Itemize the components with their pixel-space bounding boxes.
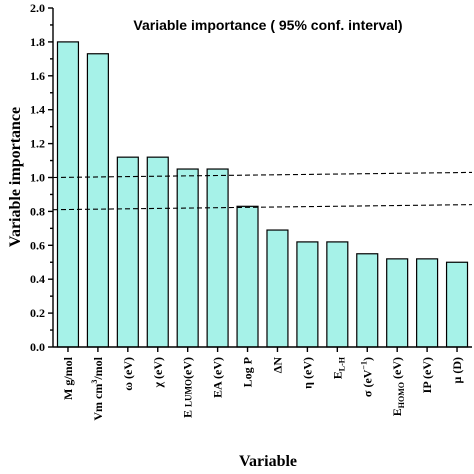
x-tick-label-13: IP (eV) [420,357,434,393]
x-tick-label-part: ΔN [270,357,284,374]
bar-11 [356,253,379,348]
x-tick-label-part: LUMO [184,379,194,407]
x-tick-label-11: σ (eV−1) [359,357,374,397]
x-tick-label-part: /mol [91,356,105,380]
bar-12 [386,258,409,348]
x-tick-label-part: −1 [359,361,368,370]
x-tick-label-part: (eV) [390,357,404,382]
x-tick-label-part: ) [360,357,374,361]
x-tick-label-5: E LUMO(eV) [181,357,195,418]
bar-9 [296,241,319,348]
x-tick-label-12: EHOMO (eV) [390,357,406,416]
x-tick-label-6: EA (eV) [211,357,225,398]
x-tick-label-part: E [390,408,404,416]
reference-line-2 [52,204,473,211]
bar-14 [445,261,469,348]
x-tick-label-part: E [330,371,344,379]
x-tick-label-part: 3 [90,380,99,384]
y-tick-label: 1.0 [30,171,45,185]
reference-line-1 [52,171,473,179]
x-tick-label-4: χ (eV) [151,357,165,389]
x-axis-title: Variable [239,453,297,470]
bars-layer [56,41,469,348]
x-tick-label-9: η (eV) [300,357,314,389]
x-tick-label-part: σ (eV [360,369,374,397]
x-tick-label-part: η (eV) [300,357,314,389]
bar-2 [86,53,109,348]
x-tick-label-part: ω (eV) [121,357,135,391]
y-tick-label: 1.2 [30,137,45,151]
axes-layer [52,8,472,348]
x-tick-label-part: (eV) [181,357,195,379]
reference-lines-layer [52,171,473,211]
y-tick-label: 2.0 [30,1,45,15]
x-tick-label-2: Vm cm3/mol [90,356,105,420]
y-tick-label: 0.2 [30,306,45,320]
x-tick-label-10: EL-H [330,356,346,379]
bar-4 [146,156,169,348]
x-tick-label-1: M g/mol [61,356,75,400]
bar-8 [266,229,289,348]
x-tick-label-part: E [181,407,195,418]
x-tick-label-part: HOMO [397,382,406,408]
x-tick-label-8: ΔN [270,357,284,374]
x-tick-label-part: EA (eV) [211,357,225,398]
y-tick-label: 0.6 [30,238,45,252]
bar-6 [206,168,229,348]
bar-3 [116,156,139,348]
bar-13 [416,258,439,348]
x-tick-label-part: IP (eV) [420,357,434,393]
x-tick-label-part: M g/mol [61,356,75,400]
x-tick-label-part: L-H [337,356,346,371]
y-tick-label: 0.8 [30,204,45,218]
x-tick-label-part: χ (eV) [151,357,165,389]
y-tick-label: 1.4 [30,103,45,117]
x-tick-label-part: Vm cm [91,384,105,421]
x-tick-label-3: ω (eV) [121,357,135,391]
x-tick-label-14: μ (D) [450,357,464,383]
bar-5 [176,168,199,348]
x-tick-label-part: Log P [241,357,255,387]
y-tick-label: 1.6 [30,69,45,83]
chart-title: Variable importance ( 95% conf. interval… [133,17,402,33]
x-tick-label-part: μ (D) [450,357,464,383]
bar-10 [326,241,349,348]
bar-1 [56,41,80,348]
y-tick-label: 0.4 [30,272,45,286]
bar-7 [236,205,259,348]
y-axis-title: Variable importance [7,107,24,247]
y-ticks-layer: 0.0 0.2 0.4 0.6 0.8 1.0 1.2 1.4 1.6 1.8 2.0 [30,1,53,354]
y-tick-label: 1.8 [30,35,45,49]
y-tick-label: 0.0 [30,340,45,354]
x-tick-label-7: Log P [241,357,255,387]
